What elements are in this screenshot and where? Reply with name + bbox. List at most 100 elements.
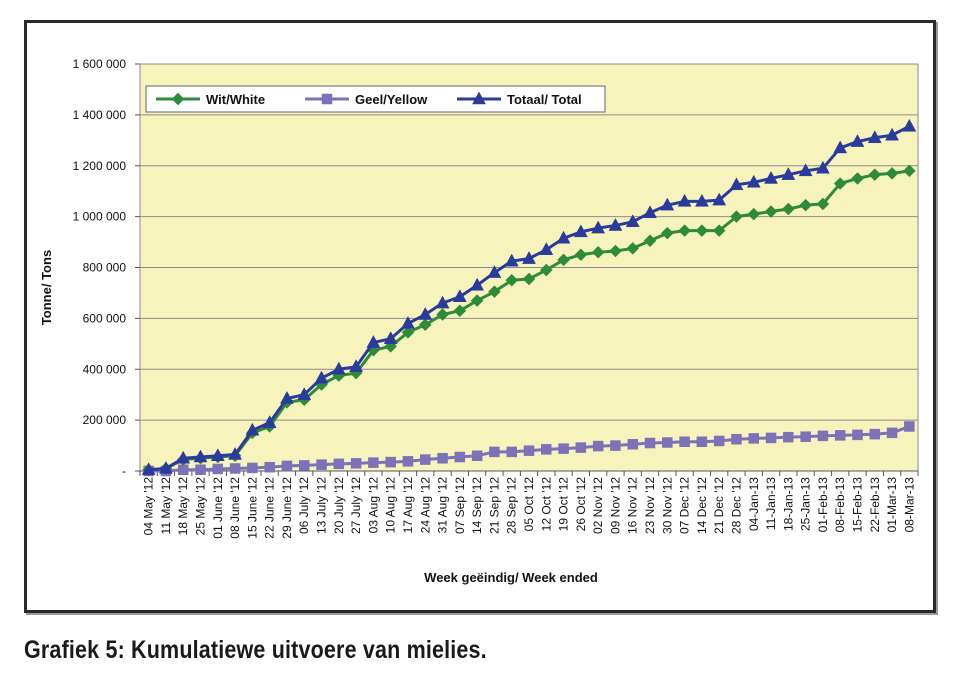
data-point-wit-white xyxy=(747,207,761,221)
data-point-totaal-total xyxy=(694,193,709,207)
data-point-totaal-total xyxy=(712,192,727,206)
y-axis-title: Tonne/ Tons xyxy=(39,250,54,325)
data-point-geel-yellow xyxy=(247,462,258,474)
x-tick-label: 04 May '12 xyxy=(142,477,156,536)
data-point-wit-white xyxy=(539,263,553,277)
data-point-geel-yellow xyxy=(368,457,379,468)
x-tick-label: 19 Oct '12 xyxy=(557,477,571,532)
data-point-totaal-total xyxy=(366,335,381,348)
data-point-wit-white xyxy=(436,308,449,321)
data-point-wit-white xyxy=(885,167,899,180)
x-tick-label: 24 Aug '12 xyxy=(418,477,432,534)
data-point-geel-yellow xyxy=(471,450,483,461)
data-point-wit-white xyxy=(678,224,691,237)
data-point-wit-white xyxy=(781,202,795,216)
data-point-totaal-total xyxy=(452,289,467,303)
data-point-totaal-total xyxy=(850,134,865,147)
x-tick-label: 14 Sep '12 xyxy=(470,477,484,534)
data-point-geel-yellow xyxy=(627,439,638,450)
data-point-totaal-total xyxy=(487,265,502,278)
x-tick-label: 08-Mar-13 xyxy=(902,477,916,533)
data-point-wit-white xyxy=(488,285,501,299)
data-point-wit-white xyxy=(401,326,415,339)
data-point-geel-yellow xyxy=(592,440,604,452)
data-point-geel-yellow xyxy=(662,437,673,448)
legend: Wit/White Geel/Yellow Totaal/ Total xyxy=(145,85,606,113)
data-point-wit-white xyxy=(643,234,657,248)
data-point-totaal-total xyxy=(556,230,571,244)
figure-caption: Grafiek 5: Kumulatiewe uitvoere van miel… xyxy=(24,636,487,664)
x-tick-label: 25-Jan-13 xyxy=(799,477,813,531)
data-point-wit-white xyxy=(868,168,882,182)
data-point-totaal-total xyxy=(764,170,778,184)
data-point-totaal-total xyxy=(176,450,191,464)
data-point-wit-white xyxy=(522,272,536,286)
x-tick-label: 28 Dec '12 xyxy=(729,477,743,534)
data-point-totaal-total xyxy=(625,214,640,227)
data-point-geel-yellow xyxy=(385,456,396,468)
data-point-geel-yellow xyxy=(541,444,552,455)
data-point-wit-white xyxy=(712,224,726,237)
data-point-totaal-total xyxy=(660,197,675,211)
x-tick-label: 26 Oct '12 xyxy=(574,477,588,532)
x-tick-label: 01 June '12 xyxy=(211,477,225,539)
x-tick-label: 22-Feb-13 xyxy=(868,477,882,533)
x-tick-label: 30 Nov '12 xyxy=(660,477,674,534)
data-point-geel-yellow xyxy=(610,440,621,451)
data-point-totaal-total xyxy=(159,460,173,474)
data-point-wit-white xyxy=(833,177,847,190)
data-point-wit-white xyxy=(903,164,916,178)
legend-box xyxy=(145,85,606,113)
data-point-totaal-total xyxy=(228,446,243,460)
data-point-geel-yellow xyxy=(523,445,535,456)
data-point-geel-yellow xyxy=(177,464,189,475)
data-point-totaal-total xyxy=(245,422,260,436)
data-point-geel-yellow xyxy=(748,433,760,444)
x-tick-label: 11 May '12 xyxy=(159,477,173,535)
data-point-totaal-total xyxy=(435,295,450,309)
x-tick-label: 06 July '12 xyxy=(297,477,311,534)
x-tick-label: 11-Jan-13 xyxy=(764,477,778,530)
data-point-totaal-total xyxy=(418,307,433,320)
data-point-geel-yellow xyxy=(558,443,569,454)
x-tick-label: 20 July '12 xyxy=(332,477,346,534)
data-point-totaal-total xyxy=(833,140,848,154)
data-point-wit-white xyxy=(730,210,743,223)
data-point-geel-yellow xyxy=(834,430,846,441)
data-point-totaal-total xyxy=(314,370,329,384)
x-tick-label: 15 June '12 xyxy=(245,477,259,539)
y-tick-label: 1 200 000 xyxy=(73,159,127,173)
data-point-wit-white xyxy=(557,253,570,267)
data-point-wit-white xyxy=(695,224,709,237)
x-tick-label: 07 Dec '12 xyxy=(678,477,692,534)
data-point-wit-white xyxy=(453,304,467,318)
y-tick-label: 1 600 000 xyxy=(73,57,127,71)
x-tick-label: 07 Sep '12 xyxy=(453,477,467,534)
x-tick-label: 05 Oct '12 xyxy=(522,477,536,532)
data-point-wit-white xyxy=(799,198,812,212)
data-point-totaal-total xyxy=(210,448,225,461)
data-point-geel-yellow xyxy=(506,446,517,458)
x-tick-label: 12 Oct '12 xyxy=(539,477,553,532)
data-point-geel-yellow xyxy=(575,442,587,453)
data-point-totaal-total xyxy=(902,118,917,132)
data-point-geel-yellow xyxy=(800,431,811,442)
data-point-geel-yellow xyxy=(489,446,500,458)
data-point-totaal-total xyxy=(591,220,606,234)
data-point-geel-yellow xyxy=(212,463,224,475)
x-tick-label: 18 May '12 xyxy=(176,477,190,536)
data-point-wit-white xyxy=(470,294,484,307)
data-point-geel-yellow xyxy=(904,421,915,432)
data-point-wit-white xyxy=(851,172,864,185)
data-point-geel-yellow xyxy=(298,460,310,471)
x-tick-label: 16 Nov '12 xyxy=(626,477,640,534)
x-tick-label: 21 Sep '12 xyxy=(487,477,501,534)
x-tick-label: 23 Nov '12 xyxy=(643,477,657,534)
y-tick-label: 1 000 000 xyxy=(73,210,127,224)
x-tick-label: 18-Jan-13 xyxy=(781,477,795,531)
legend-marker-wit-white xyxy=(171,92,185,106)
data-point-wit-white xyxy=(418,318,432,332)
x-tick-label: 25 May '12 xyxy=(194,477,208,536)
data-point-totaal-total xyxy=(280,390,294,404)
data-point-totaal-total xyxy=(729,177,744,191)
